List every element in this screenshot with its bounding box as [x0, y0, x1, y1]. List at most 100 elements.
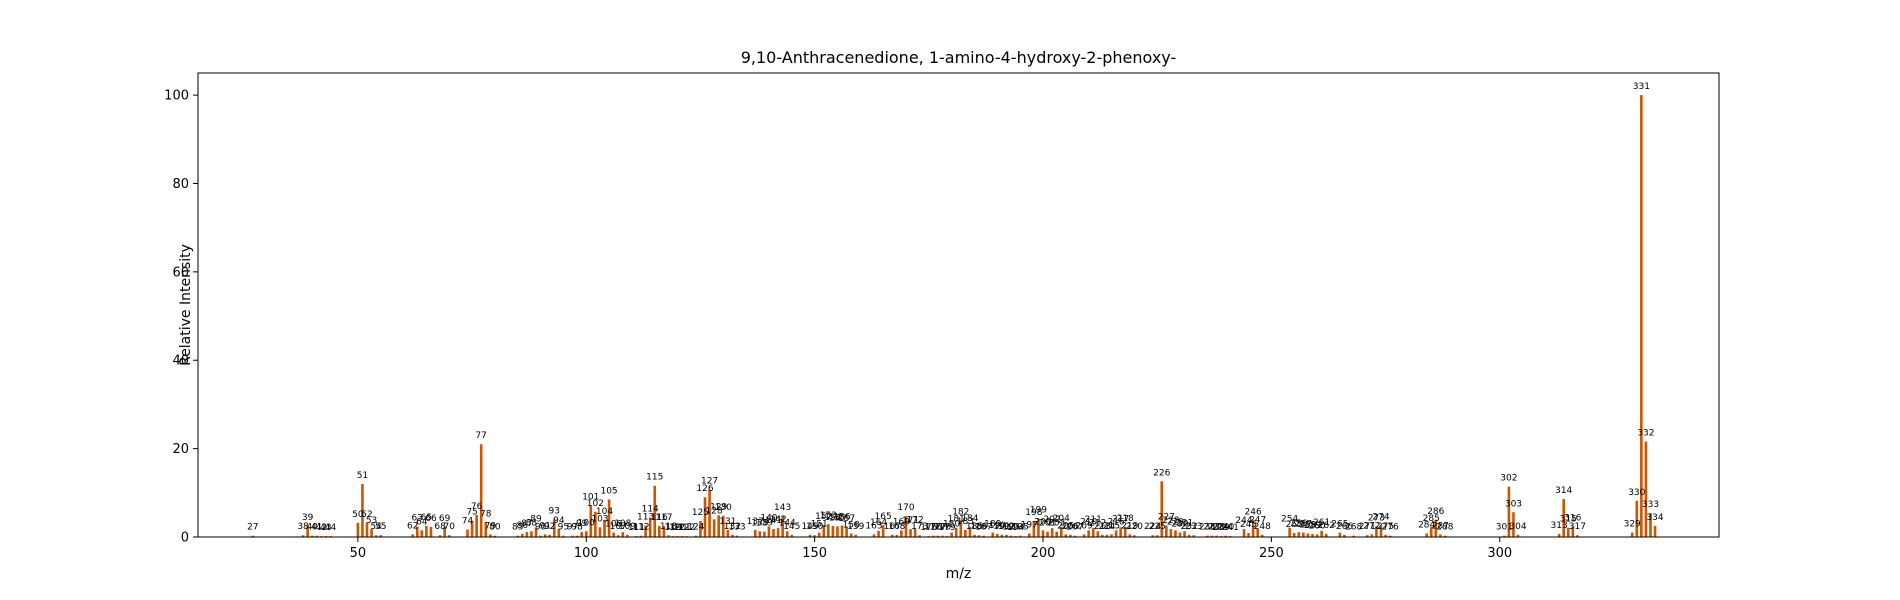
peak-bar — [447, 535, 451, 537]
peak-label: 85 — [512, 523, 523, 533]
peak-label: 175 — [920, 523, 937, 533]
peak-bar — [735, 535, 739, 537]
peak-label: 133 — [728, 523, 745, 533]
peak-label: 288 — [1436, 523, 1453, 533]
peak-label: 27 — [247, 523, 258, 533]
peak-bar — [721, 515, 725, 537]
peak-bar — [1032, 521, 1036, 537]
peak-bar — [429, 526, 433, 537]
peak-label: 109 — [619, 522, 636, 532]
peak-bar — [767, 526, 771, 537]
peak-label: 260 — [1308, 521, 1325, 531]
peak-label: 273 — [1368, 513, 1385, 523]
peak-bar — [836, 526, 839, 537]
x-axis-label: m/z — [946, 566, 972, 582]
peak-bar — [1151, 535, 1154, 537]
peak-label: 332 — [1637, 429, 1654, 439]
peak-bar — [1046, 531, 1049, 537]
chart-title: 9,10-Anthracenedione, 1-amino-4-hydroxy-… — [741, 48, 1177, 67]
peak-label: 115 — [646, 473, 663, 483]
peak-bar — [1439, 534, 1442, 537]
peak-bar — [1260, 534, 1264, 537]
peak-bar — [1562, 498, 1566, 537]
peak-bar — [1557, 533, 1561, 537]
y-axis-ticks: 0 20 40 60 80 100 — [164, 89, 198, 546]
peak-bar — [374, 535, 378, 537]
peak-label: 154 — [824, 513, 841, 523]
peak-label: 77 — [475, 431, 486, 441]
peak-bar — [379, 535, 383, 537]
peak-label: 118 — [660, 522, 677, 532]
peak-label: 142 — [769, 515, 786, 525]
peak-label: 159 — [847, 522, 864, 532]
peak-label: 78 — [480, 509, 492, 519]
peak-bar — [1512, 512, 1515, 537]
peak-bar — [1384, 534, 1387, 537]
peak-label: 180 — [943, 520, 960, 530]
peak-bar — [612, 532, 615, 537]
peak-label: 185 — [966, 522, 983, 532]
peak-bar — [1425, 533, 1428, 537]
peak-label: 112 — [632, 523, 649, 533]
peak-label: 64 — [416, 517, 428, 527]
peak-bar — [1160, 481, 1164, 537]
peak-label: 102 — [587, 499, 604, 509]
peak-bar — [1242, 529, 1246, 537]
peak-bar — [1297, 532, 1301, 537]
peak-bar — [708, 489, 711, 537]
peak-bar — [1630, 532, 1634, 537]
peak-bar — [1064, 534, 1068, 537]
peak-label: 69 — [439, 514, 451, 524]
peak-bar — [982, 535, 985, 537]
peak-label: 119 — [664, 523, 681, 533]
peak-label: 216 — [1107, 517, 1124, 527]
peak-bar — [543, 534, 547, 537]
peak-bar — [1027, 533, 1031, 537]
peak-label: 224 — [1144, 522, 1161, 532]
peak-bar — [1292, 533, 1296, 537]
peak-bar — [1503, 535, 1506, 537]
peak-bar — [658, 525, 661, 537]
peak-bar — [1009, 535, 1013, 537]
peak-label: 317 — [1569, 522, 1586, 532]
peak-bar — [365, 522, 369, 537]
peak-label: 139 — [756, 519, 773, 529]
peak-label: 128 — [706, 506, 723, 516]
peak-label: 187 — [975, 523, 992, 533]
peak-label: 245 — [1240, 520, 1257, 530]
peak-label: 230 — [1171, 520, 1188, 530]
peak-bar — [694, 535, 698, 537]
x-tick-label: 300 — [1487, 546, 1512, 561]
peak-label: 261 — [1313, 518, 1330, 528]
peak-label: 165 — [875, 512, 892, 522]
peak-label: 209 — [1076, 521, 1093, 531]
peak-label: 103 — [591, 514, 608, 524]
peak-bar — [973, 534, 976, 537]
peak-bar — [781, 515, 784, 537]
peak-bar — [731, 534, 734, 537]
peak-bar — [1133, 535, 1136, 537]
peak-label: 44 — [325, 523, 337, 533]
peak-label: 265 — [1331, 520, 1348, 530]
peak-label: 163 — [865, 521, 882, 531]
peak-label: 68 — [434, 522, 446, 532]
peak-bar — [1571, 526, 1575, 537]
peak-bar — [479, 444, 483, 537]
peak-label: 63 — [412, 513, 423, 523]
peak-bar — [954, 527, 958, 537]
peak-bar — [831, 525, 835, 537]
peak-label: 248 — [1254, 522, 1271, 532]
peak-bar — [425, 525, 428, 537]
peak-bar — [717, 515, 721, 537]
peak-label: 256 — [1290, 519, 1307, 529]
peak-label: 75 — [466, 508, 477, 518]
peak-label: 116 — [651, 513, 668, 523]
peak-bar — [1370, 534, 1374, 537]
peak-bar — [530, 531, 533, 537]
peak-label: 204 — [1053, 514, 1070, 524]
peak-label: 218 — [1117, 514, 1134, 524]
peak-label: 76 — [471, 502, 483, 512]
peak-label: 238 — [1208, 523, 1225, 533]
peak-label: 156 — [833, 513, 850, 523]
peak-bar — [516, 535, 520, 537]
